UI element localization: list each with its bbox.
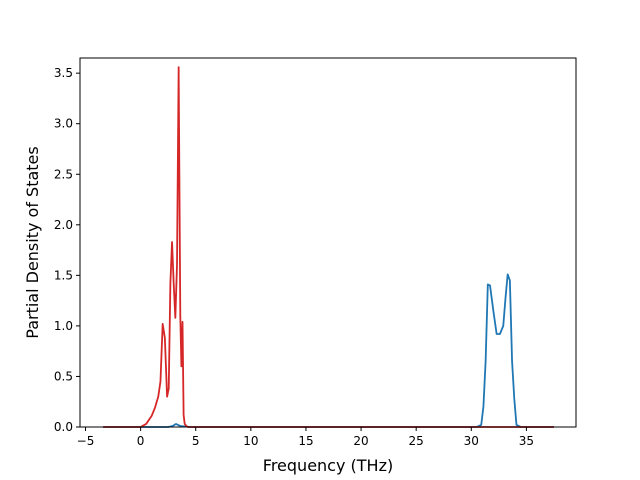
y-tick-label: 0.5 <box>54 369 73 383</box>
x-tick-label: 0 <box>137 434 145 448</box>
x-tick-label: 10 <box>243 434 258 448</box>
y-tick-label: 1.5 <box>54 268 73 282</box>
x-tick-label: 30 <box>464 434 479 448</box>
plot-area <box>80 58 576 427</box>
y-tick-label: 3.0 <box>54 117 73 131</box>
x-tick-label: −5 <box>77 434 95 448</box>
series-line-1 <box>103 273 554 428</box>
series-line-2 <box>103 66 554 428</box>
x-tick-label: 35 <box>519 434 534 448</box>
series-layer <box>103 66 554 428</box>
y-tick-label: 0.0 <box>54 420 73 434</box>
axes-frame <box>79 57 577 428</box>
y-tick-label: 1.0 <box>54 319 73 333</box>
y-axis-label: Partial Density of States <box>23 146 42 338</box>
x-tick-label: 15 <box>298 434 313 448</box>
x-axis-ticks: −5 0 5 10 15 20 25 30 35 <box>77 427 534 448</box>
x-tick-label: 25 <box>409 434 424 448</box>
x-tick-label: 5 <box>192 434 200 448</box>
y-tick-label: 2.0 <box>54 218 73 232</box>
x-tick-label: 20 <box>353 434 368 448</box>
y-axis-ticks: 0.0 0.5 1.0 1.5 2.0 2.5 3.0 3.5 <box>54 66 80 434</box>
x-axis-label: Frequency (THz) <box>263 456 393 475</box>
y-tick-label: 2.5 <box>54 167 73 181</box>
y-tick-label: 3.5 <box>54 66 73 80</box>
